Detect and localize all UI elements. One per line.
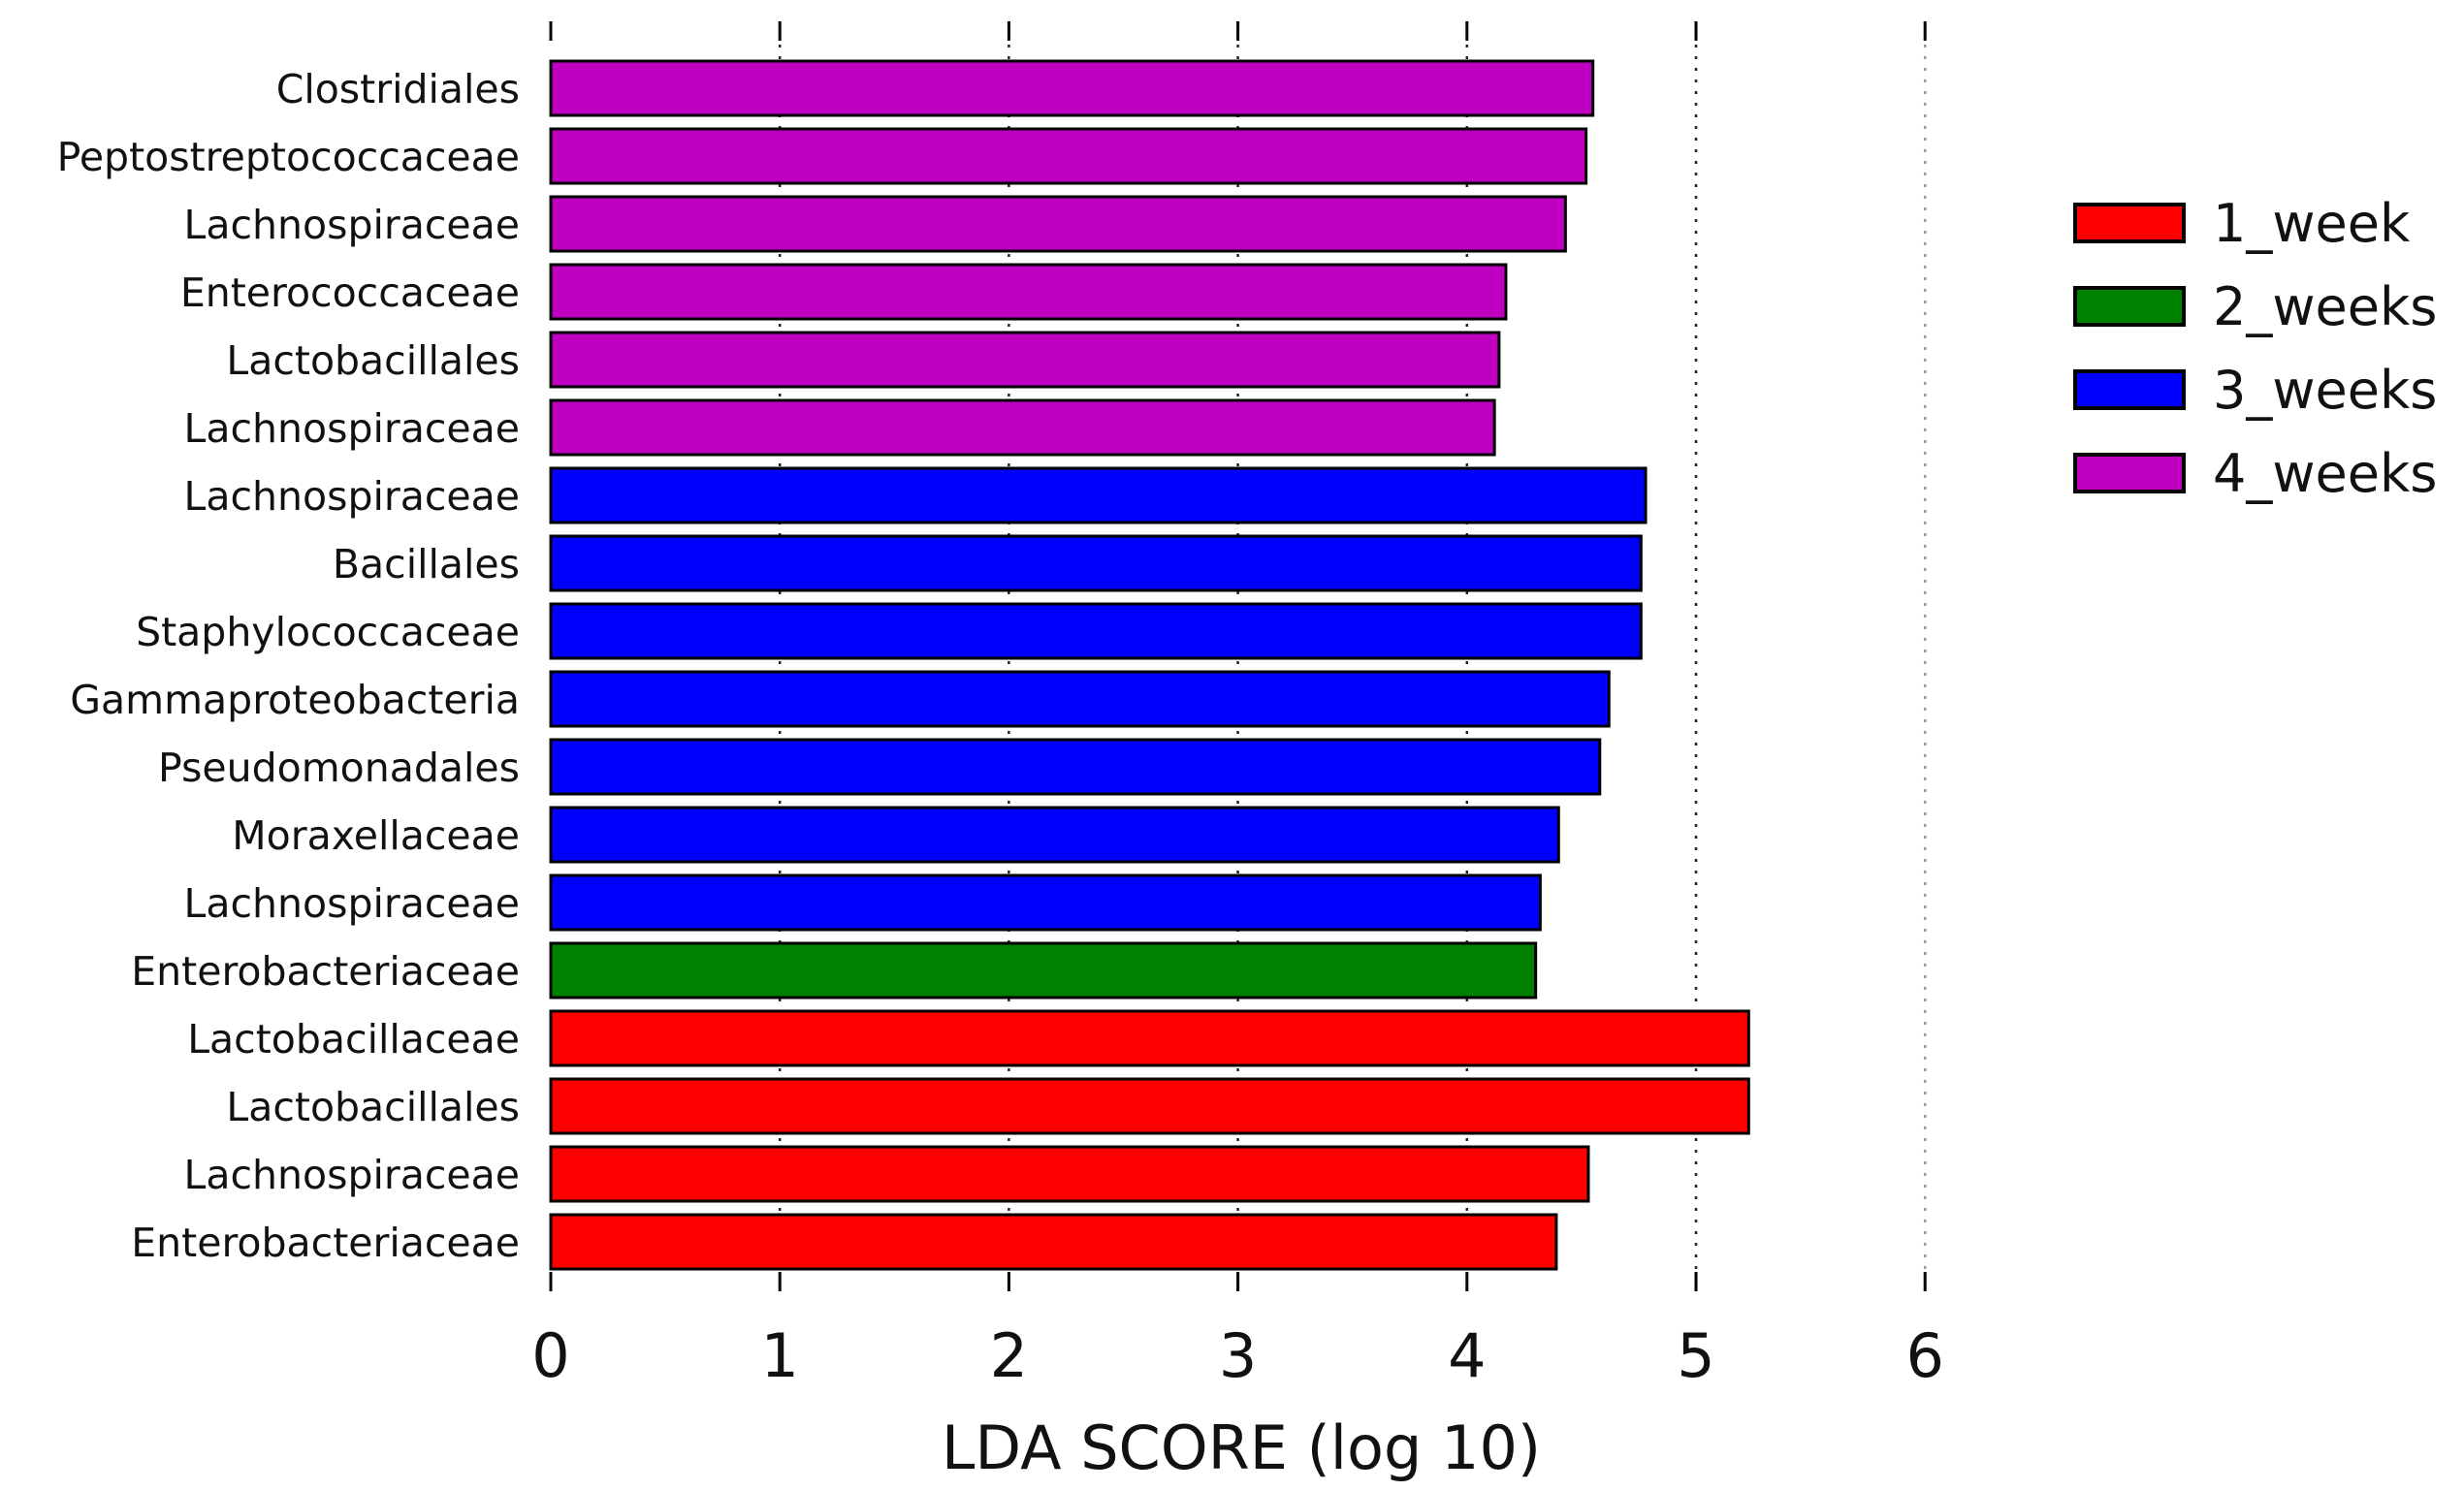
legend-label-1_week: 1_week [2213, 193, 2411, 254]
bar-0-clostridiales [549, 59, 1595, 117]
x-axis-title: LDA SCORE (log 10) [942, 1412, 1541, 1483]
x-tick-label-3: 3 [1219, 1320, 1257, 1391]
category-label-11-moraxellaceae: Moraxellaceae [232, 812, 520, 859]
bar-4-lactobacillales [549, 331, 1501, 389]
bar-1-peptostreptococcaceae [549, 127, 1588, 185]
bar-9-gammaproteobacteria [549, 670, 1611, 728]
legend-swatch-1_week [2073, 203, 2186, 243]
x-axis-ticks [549, 21, 1927, 1291]
category-label-12-lachnospiraceae: Lachnospiraceae [184, 880, 520, 927]
bar-3-enterococcaceae [549, 263, 1508, 321]
bar-17-enterobacteriaceae [549, 1213, 1558, 1271]
bar-14-lactobacillaceae [549, 1009, 1750, 1067]
bar-12-lachnospiraceae [549, 873, 1542, 932]
bars [549, 59, 1750, 1271]
category-label-1-peptostreptococcaceae: Peptostreptococcaceae [57, 134, 520, 180]
category-label-7-bacillales: Bacillales [333, 541, 520, 587]
category-label-17-enterobacteriaceae: Enterobacteriaceae [131, 1220, 520, 1266]
category-label-3-enterococcaceae: Enterococcaceae [180, 270, 520, 316]
bar-16-lachnospiraceae [549, 1145, 1590, 1203]
legend-swatch-2_weeks [2073, 286, 2186, 327]
bar-7-bacillales [549, 534, 1643, 592]
category-label-13-enterobacteriaceae: Enterobacteriaceae [131, 948, 520, 995]
x-tick-label-4: 4 [1448, 1320, 1486, 1391]
bar-15-lactobacillales [549, 1077, 1750, 1135]
category-label-10-pseudomonadales: Pseudomonadales [158, 745, 520, 791]
x-tick-labels: 0 1 2 3 4 5 6 [531, 1320, 1944, 1391]
x-tick-label-2: 2 [990, 1320, 1028, 1391]
x-tick-label-1: 1 [760, 1320, 798, 1391]
bar-13-enterobacteriaceae [549, 941, 1538, 999]
category-labels: Clostridiales Peptostreptococcaceae Lachno… [57, 66, 520, 1266]
category-label-9-gammaproteobacteria: Gammaproteobacteria [70, 677, 520, 723]
bar-11-moraxellaceae [549, 806, 1560, 864]
legend: 1_week 2_weeks 3_weeks 4_weeks [2073, 193, 2437, 504]
category-label-5-lachnospiraceae: Lachnospiraceae [184, 405, 520, 452]
legend-swatch-4_weeks [2073, 453, 2186, 493]
category-label-0-clostridiales: Clostridiales [276, 66, 520, 112]
legend-swatch-3_weeks [2073, 369, 2186, 410]
legend-label-2_weeks: 2_weeks [2213, 276, 2437, 337]
category-label-15-lactobacillales: Lactobacillales [226, 1084, 520, 1130]
bar-8-staphylococcaceae [549, 602, 1643, 660]
bar-2-lachnospiraceae [549, 195, 1567, 253]
category-label-8-staphylococcaceae: Staphylococcaceae [136, 609, 520, 655]
bar-10-pseudomonadales [549, 738, 1602, 796]
category-label-6-lachnospiraceae: Lachnospiraceae [184, 473, 520, 520]
category-label-4-lactobacillales: Lactobacillales [226, 337, 520, 384]
category-label-14-lactobacillaceae: Lactobacillaceae [187, 1016, 520, 1063]
x-tick-label-5: 5 [1677, 1320, 1714, 1391]
category-label-2-lachnospiraceae: Lachnospiraceae [184, 202, 520, 248]
bar-6-lachnospiraceae [549, 466, 1648, 524]
legend-label-4_weeks: 4_weeks [2213, 443, 2437, 504]
x-tick-label-6: 6 [1905, 1320, 1943, 1391]
x-tick-label-0: 0 [531, 1320, 569, 1391]
legend-label-3_weeks: 3_weeks [2213, 360, 2437, 421]
bar-5-lachnospiraceae [549, 398, 1496, 457]
category-label-16-lachnospiraceae: Lachnospiraceae [184, 1152, 520, 1198]
